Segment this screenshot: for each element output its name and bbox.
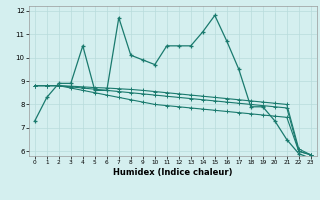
X-axis label: Humidex (Indice chaleur): Humidex (Indice chaleur) bbox=[113, 168, 233, 177]
